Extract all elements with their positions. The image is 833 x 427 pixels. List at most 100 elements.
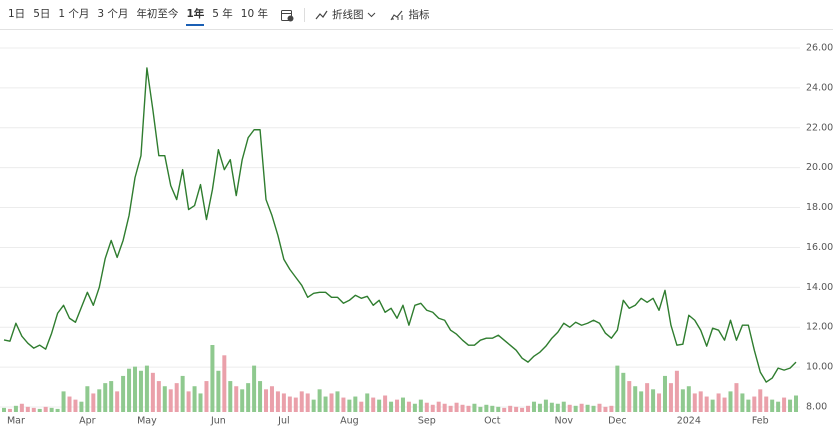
volume-bar (103, 383, 108, 412)
volume-bar (740, 393, 745, 412)
volume-bar (549, 402, 554, 412)
volume-bar (424, 402, 429, 412)
x-tick-label: Aug (340, 416, 359, 427)
volume-bar (359, 401, 364, 412)
volume-bar (246, 383, 251, 412)
chart-style-label: 折线图 (331, 9, 364, 21)
volume-bar (514, 406, 519, 412)
x-tick-label: Feb (752, 416, 769, 427)
y-tick-label: 22.00 (806, 122, 833, 133)
dropdown-icon (368, 12, 376, 18)
volume-bar (418, 399, 423, 412)
volume-bar (389, 401, 394, 412)
volume-bar (377, 399, 382, 412)
volume-bar (639, 391, 644, 412)
volume-bar (31, 407, 36, 412)
volume-bar (561, 401, 566, 412)
volume-bar (269, 386, 274, 412)
volume-bar (144, 365, 149, 412)
volume-bar (746, 399, 751, 412)
y-tick-label: 8.00 (806, 402, 827, 413)
volume-bar (466, 405, 471, 412)
volume-bar (657, 393, 662, 412)
volume-bar (621, 372, 626, 412)
volume-bar (472, 403, 477, 412)
volume-bar (543, 399, 548, 412)
volume-bar (508, 405, 513, 412)
volume-bar (668, 383, 673, 412)
range-button[interactable]: 1 个月 (58, 8, 90, 20)
range-button[interactable]: 年初至今 (136, 8, 179, 20)
volume-bar (692, 393, 697, 412)
volume-bar (133, 366, 138, 412)
range-button[interactable]: 1日 (8, 8, 26, 20)
volume-bar (615, 365, 620, 412)
volume-bar (49, 407, 54, 412)
indicators-label: 指标 (408, 9, 430, 21)
volume-bar (788, 399, 793, 412)
volume-bar (704, 396, 709, 412)
volume-bar (412, 403, 417, 412)
volume-bar (651, 389, 656, 412)
volume-bar (67, 396, 72, 412)
volume-bar (19, 403, 24, 412)
volume-bar (353, 396, 358, 412)
line-icon (315, 10, 328, 19)
separator (303, 7, 305, 22)
chart-style-button[interactable]: 折线图 (315, 7, 377, 22)
range-button[interactable]: 1年 (186, 3, 205, 26)
x-tick-label: Apr (79, 416, 96, 427)
volume-bar (603, 406, 608, 412)
volume-bar (13, 405, 18, 412)
volume-bar (758, 389, 763, 412)
range-button[interactable]: 10 年 (240, 8, 268, 20)
volume-bar (448, 405, 453, 412)
volume-bar (252, 365, 257, 412)
volume-bar (645, 383, 650, 412)
volume-bar (264, 389, 269, 412)
volume-bar (502, 407, 507, 412)
volume-bar (150, 372, 155, 412)
volume-bar (686, 386, 691, 412)
calendar-icon[interactable] (280, 8, 294, 22)
volume-bar (496, 406, 501, 412)
volume-bar (204, 381, 209, 412)
volume-bar (275, 391, 280, 412)
volume-bar (216, 370, 221, 412)
volume-bar (531, 401, 536, 412)
x-tick-label: 2024 (677, 416, 701, 427)
volume-bar (383, 395, 388, 412)
indicator-icon (391, 10, 403, 20)
volume-bar (770, 399, 775, 412)
volume-bar (674, 370, 679, 412)
y-tick-label: 18.00 (806, 202, 833, 213)
volume-bar (633, 386, 638, 412)
range-button[interactable]: 5 年 (212, 8, 233, 20)
volume-bar (579, 403, 584, 412)
range-button[interactable]: 5日 (33, 8, 51, 20)
indicators-button[interactable]: 指标 (390, 7, 429, 22)
x-tick-label: Jun (210, 416, 226, 427)
volume-bar (127, 368, 132, 412)
x-tick-label: May (137, 416, 157, 427)
volume-bar (198, 393, 203, 412)
y-tick-label: 24.00 (806, 82, 833, 93)
volume-bar (597, 403, 602, 412)
volume-bar (454, 402, 459, 412)
volume-bar (490, 405, 495, 412)
range-button[interactable]: 3 个月 (97, 8, 129, 20)
volume-bar (7, 408, 12, 412)
volume-bar (764, 396, 769, 412)
volume-bar (192, 386, 197, 412)
y-tick-label: 26.00 (806, 42, 833, 53)
y-tick-label: 14.00 (806, 282, 833, 293)
volume-bar (61, 391, 66, 412)
y-tick-label: 16.00 (806, 242, 833, 253)
volume-bar (782, 397, 787, 412)
toolbar: 1日 5日 1 个月 3 个月 年初至今 1年 5 年 10 年 折线图 指标 (0, 0, 833, 30)
volume-bar (716, 393, 721, 412)
volume-bar (240, 389, 245, 412)
volume-bar (299, 391, 304, 412)
volume-bar (555, 403, 560, 412)
